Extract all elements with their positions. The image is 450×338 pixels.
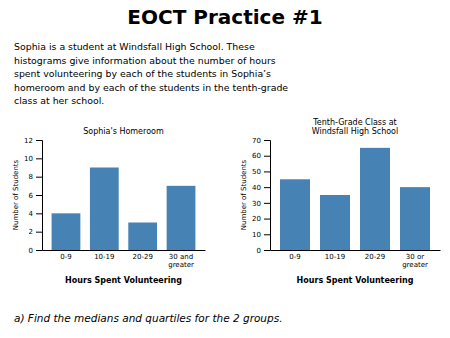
description-line: class at her school. bbox=[14, 95, 104, 106]
y-tick: 10 bbox=[24, 155, 42, 163]
y-axis: 0 10 20 30 40 50 60 70 bbox=[252, 137, 270, 255]
bar bbox=[400, 187, 430, 250]
y-tick: 10 bbox=[252, 231, 270, 239]
tick-mark bbox=[36, 250, 42, 251]
x-tick: 10-19 bbox=[94, 253, 114, 261]
y-tick-label: 0 bbox=[29, 247, 33, 255]
y-tick-label: 12 bbox=[24, 137, 33, 145]
y-tick: 30 bbox=[252, 200, 270, 208]
y-axis-label: Number of Students bbox=[240, 159, 248, 230]
axis-line bbox=[271, 250, 441, 251]
y-tick: 70 bbox=[252, 137, 270, 145]
tick-mark bbox=[264, 234, 270, 235]
tick-mark bbox=[36, 232, 42, 233]
description-line: histograms give information about the nu… bbox=[14, 55, 276, 66]
y-tick: 4 bbox=[29, 210, 42, 218]
bar bbox=[280, 179, 310, 250]
x-tick-label: 10-19 bbox=[325, 253, 345, 261]
x-axis: 0-9 10-19 20-29 30 orgreater bbox=[271, 251, 441, 269]
y-axis-label: Number of Students bbox=[12, 159, 20, 230]
x-axis-label: Hours Spent Volunteering bbox=[297, 276, 414, 285]
chart: 0 10 20 30 40 50 60 70 0-9 10-19 20-29 30 orgreater… bbox=[240, 118, 441, 285]
y-tick-label: 20 bbox=[252, 215, 261, 223]
y-tick-label: 0 bbox=[257, 247, 261, 255]
bar bbox=[128, 223, 157, 251]
x-tick-label: 20-29 bbox=[133, 253, 153, 261]
y-tick: 2 bbox=[29, 228, 42, 236]
bars bbox=[52, 168, 196, 251]
x-tick-label: 30 orgreater bbox=[402, 253, 428, 269]
y-tick: 12 bbox=[24, 137, 42, 145]
x-tick-label: 20-29 bbox=[365, 253, 385, 261]
tick-mark bbox=[264, 203, 270, 204]
bar bbox=[167, 186, 196, 250]
description-line: Sophia is a student at Windsfall High Sc… bbox=[14, 41, 255, 52]
chart-title: Tenth-Grade Class atWindsfall High Schoo… bbox=[312, 118, 398, 136]
y-tick-label: 60 bbox=[252, 152, 261, 160]
x-tick: 10-19 bbox=[325, 253, 345, 261]
x-tick-label: 0-9 bbox=[289, 253, 300, 261]
y-tick: 8 bbox=[29, 173, 42, 181]
tick-mark bbox=[36, 140, 42, 141]
y-tick-label: 10 bbox=[252, 231, 261, 239]
y-tick-label: 6 bbox=[29, 192, 34, 200]
x-tick: 0-9 bbox=[289, 253, 300, 261]
bar bbox=[360, 148, 390, 250]
x-tick: 20-29 bbox=[365, 253, 385, 261]
tick-mark bbox=[264, 187, 270, 188]
y-tick: 60 bbox=[252, 152, 270, 160]
description-line: spent volunteering by each of the studen… bbox=[14, 68, 271, 79]
chart-title: Sophia's Homeroom bbox=[83, 127, 164, 136]
axis-line bbox=[264, 141, 271, 251]
description-line: homeroom and by each of the students in … bbox=[14, 82, 288, 93]
footer: a) Find the medians and quartiles for th… bbox=[14, 312, 283, 324]
x-tick-label: 10-19 bbox=[94, 253, 114, 261]
y-tick: 40 bbox=[252, 184, 270, 192]
x-tick: 30 andgreater bbox=[168, 253, 194, 269]
y-tick-label: 8 bbox=[29, 173, 33, 181]
y-tick-label: 4 bbox=[29, 210, 34, 218]
tick-mark bbox=[264, 219, 270, 220]
bar bbox=[320, 195, 350, 250]
x-tick: 30 orgreater bbox=[402, 253, 428, 269]
y-tick: 20 bbox=[252, 215, 270, 223]
x-axis-label: Hours Spent Volunteering bbox=[65, 276, 182, 285]
y-tick-label: 10 bbox=[24, 155, 33, 163]
x-axis: 0-9 10-19 20-29 30 andgreater bbox=[43, 251, 206, 269]
axis-line bbox=[43, 250, 206, 251]
x-tick: 20-29 bbox=[133, 253, 153, 261]
tick-mark bbox=[36, 158, 42, 159]
y-tick: 50 bbox=[252, 168, 270, 176]
y-tick: 0 bbox=[257, 247, 270, 255]
axis-line bbox=[36, 141, 43, 251]
bar bbox=[52, 213, 81, 250]
y-tick-label: 40 bbox=[252, 184, 261, 192]
chart: 0 2 4 6 8 10 12 0-9 10-19 20-29 30 andgreater Sophi… bbox=[12, 127, 206, 285]
tick-mark bbox=[264, 140, 270, 141]
x-tick-label: 30 andgreater bbox=[168, 253, 194, 269]
tick-mark bbox=[264, 171, 270, 172]
tick-mark bbox=[36, 213, 42, 214]
page-title: EOCT Practice #1 bbox=[127, 5, 322, 29]
tick-mark bbox=[36, 195, 42, 196]
bar bbox=[90, 168, 119, 251]
y-tick-label: 50 bbox=[252, 168, 261, 176]
tick-mark bbox=[36, 177, 42, 178]
x-tick: 0-9 bbox=[60, 253, 71, 261]
y-tick: 0 bbox=[29, 247, 42, 255]
y-axis: 0 2 4 6 8 10 12 bbox=[24, 137, 42, 255]
tick-mark bbox=[264, 156, 270, 157]
bars bbox=[280, 148, 430, 250]
y-tick-label: 30 bbox=[252, 200, 261, 208]
y-tick: 6 bbox=[29, 192, 42, 200]
chart-page: EOCT Practice #1 Sophia is a student at W… bbox=[0, 0, 450, 338]
tick-mark bbox=[264, 250, 270, 251]
x-tick-label: 0-9 bbox=[60, 253, 71, 261]
y-tick-label: 70 bbox=[252, 137, 261, 145]
y-tick-label: 2 bbox=[29, 228, 33, 236]
